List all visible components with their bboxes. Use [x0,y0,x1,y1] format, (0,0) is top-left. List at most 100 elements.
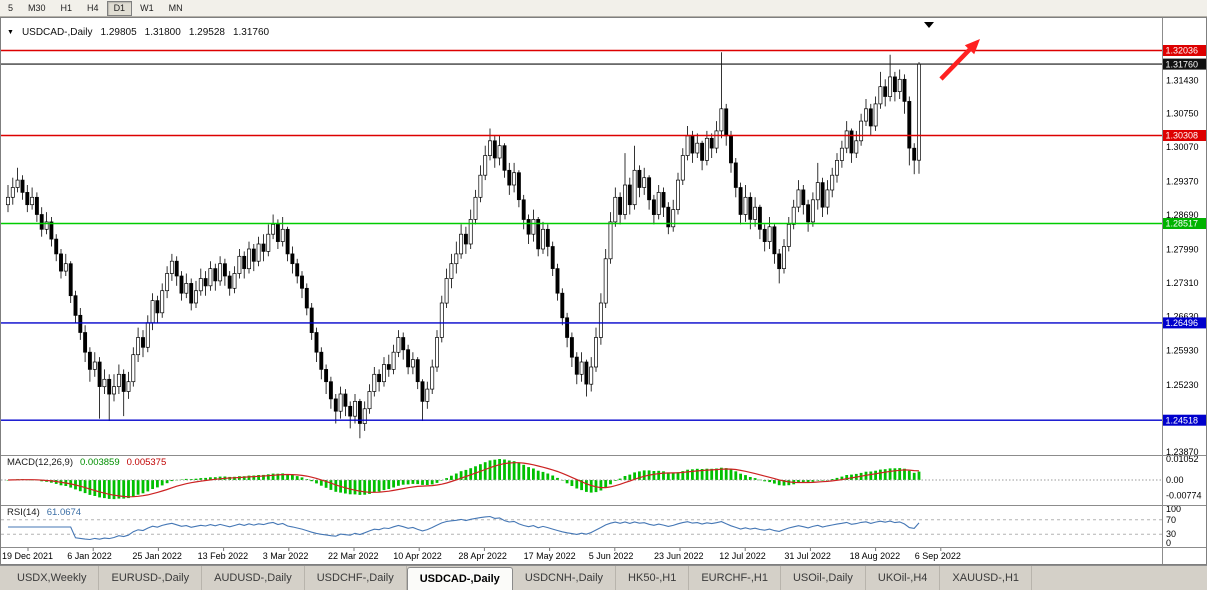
date-label: 5 Jun 2022 [589,551,634,561]
candle-body [700,142,705,161]
timeframe-button-w1[interactable]: W1 [133,0,161,16]
price-tick-label: 1.25930 [1166,346,1199,356]
candle-body [386,364,391,370]
date-label: 3 Mar 2022 [263,551,309,561]
candle-body [49,221,54,240]
timeframe-button-m5[interactable]: 5 [1,0,21,16]
candle-body [6,196,10,206]
candle-body [348,405,353,417]
candle-body [372,373,377,392]
price-tick-label: 1.25230 [1166,380,1199,390]
tab-usdx-weekly[interactable]: USDX,Weekly [5,566,100,590]
candle-body [859,120,864,142]
candle-body [410,359,415,368]
timeframe-button-d1[interactable]: D1 [106,0,133,16]
macd-bar [165,480,169,484]
candle-body [362,408,367,424]
tab-usdcnh-daily[interactable]: USDCNH-,Daily [513,566,617,590]
horizontal-level-lines[interactable] [1,49,1163,421]
macd-bar [160,480,164,486]
tab-usoil-daily[interactable]: USOil-,Daily [781,566,866,590]
tab-usdchf-daily[interactable]: USDCHF-,Daily [305,566,407,590]
tab-hk50-h1[interactable]: HK50-,H1 [616,566,690,590]
candle-body [772,226,777,255]
price-tick-label: 1.29370 [1166,177,1199,187]
candle-body [314,332,319,353]
quote-high: 1.31800 [144,27,181,38]
date-axis[interactable]: 19 Dec 2021 6 Jan 2022 25 Jan 2022 13 Feb 2… [2,548,961,561]
candle-body [589,366,594,385]
candle-body [377,373,382,383]
macd-bar [879,469,882,480]
macd-bar [546,473,550,480]
date-label: 13 Feb 2022 [198,551,249,561]
macd-bar [170,480,174,482]
timeframe-button-h4[interactable]: H4 [80,0,106,16]
macd-bar [898,468,902,480]
candle-body [78,314,83,333]
macd-axis-label: 0.00 [1166,475,1184,485]
macd-bar [893,468,897,480]
candle-body [20,179,25,193]
candle-body [724,108,729,137]
macd-bar [310,480,314,482]
candle-body [864,108,868,122]
candle-body [430,366,435,390]
macd-bar [628,474,632,480]
macd-bar [869,471,873,480]
macd-signal-line [7,462,920,498]
candle-body [10,187,15,198]
candle-body [738,187,743,215]
candle-body [623,184,627,215]
macd-bar [874,470,877,480]
timeframe-button-h1[interactable]: H1 [53,0,80,16]
candle-body [598,302,603,338]
candle-body [709,137,714,149]
macd-bar [483,462,487,480]
red-arrow-annotation[interactable] [939,39,980,81]
candle-body [242,255,247,269]
arrow-shaft [939,48,972,81]
macd-bar [811,480,815,482]
macd-bar [517,462,521,480]
chart-shift-marker-icon[interactable] [924,22,934,28]
candle-body [637,169,642,188]
price-chart-canvas[interactable]: 1.31430 1.30750 1.30070 1.29370 1.28690 1.279… [0,17,1207,565]
macd-axis-label: -0.00774 [1166,491,1202,501]
candle-body [762,228,767,242]
candle-body [608,221,613,260]
candle-body [618,196,623,215]
tab-ukoil-h4[interactable]: UKOil-,H4 [866,566,941,590]
timeframe-button-mn[interactable]: MN [161,0,190,16]
price-tag-label: 1.32036 [1166,46,1199,56]
tab-eurchf-h1[interactable]: EURCHF-,H1 [689,566,781,590]
tab-audusd-daily[interactable]: AUDUSD-,Daily [202,566,305,590]
tab-xauusd-h1[interactable]: XAUUSD-,H1 [940,566,1033,590]
macd-bar [324,480,328,488]
macd-bar [604,480,608,488]
price-tag [1163,130,1206,141]
macd-bar [479,464,482,480]
date-label: 6 Sep 2022 [915,551,961,561]
candle-body [516,172,521,201]
symbol-dropdown-icon: ▼ [7,29,14,36]
macd-bar [315,480,318,484]
timeframe-button-m30[interactable]: M30 [21,0,53,16]
macd-bar [821,480,824,481]
candle-body [251,248,256,262]
price-tag [1163,58,1206,70]
candle-body [777,253,782,270]
macd-bar [469,468,473,480]
rsi-axis-label: 70 [1166,515,1176,525]
candle-body [271,224,276,235]
candle-body [107,378,112,395]
macd-bar [715,468,718,480]
price-tick-label: 1.28690 [1166,210,1199,220]
tab-eurusd-daily[interactable]: EURUSD-,Daily [99,566,203,590]
macd-bar [797,480,800,483]
tab-usdcad-daily[interactable]: USDCAD-,Daily [406,567,513,590]
macd-bar [141,480,145,494]
macd-bar [242,476,246,480]
candle-body [406,349,411,368]
macd-bar [671,472,675,480]
